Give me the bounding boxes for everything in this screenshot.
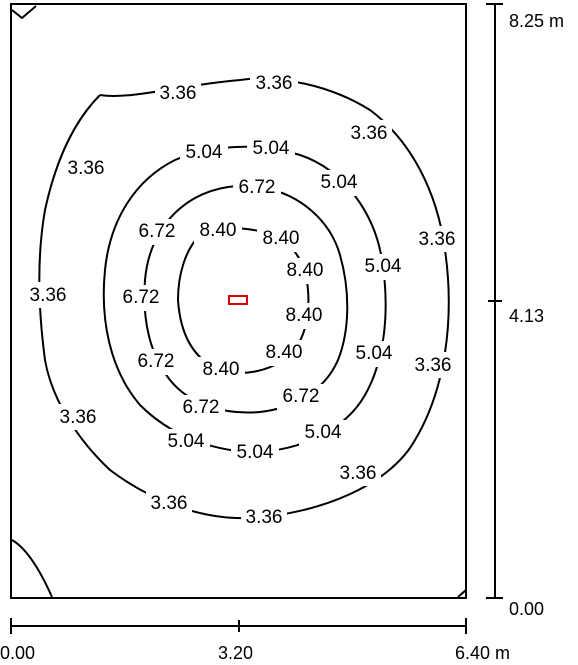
x-tick-label-right: 6.40 m — [455, 643, 510, 663]
contour-label: 3.36 — [60, 407, 97, 428]
labels-6-72: 6.72 6.72 6.72 6.72 6.72 6.72 — [117, 175, 325, 421]
contour-label: 3.36 — [351, 123, 388, 144]
contour-label: 8.40 — [203, 359, 240, 380]
labels-8-40: 8.40 8.40 8.40 8.40 8.40 8.40 — [194, 218, 329, 383]
contour-label: 3.36 — [419, 229, 456, 250]
contour-label: 3.36 — [415, 355, 452, 376]
contour-label: 3.36 — [30, 285, 67, 306]
x-axis: 0.00 3.20 6.40 m — [0, 618, 510, 663]
labels-5-04: 5.04 5.04 5.04 5.04 5.04 5.04 5.04 5.04 — [162, 136, 407, 466]
contour-label: 8.40 — [286, 305, 323, 326]
luminaire-marker — [228, 295, 248, 305]
contour-label: 3.36 — [246, 507, 283, 528]
contour-label: 5.04 — [186, 142, 223, 163]
contour-label: 6.72 — [239, 177, 276, 198]
contour-label: 5.04 — [365, 256, 402, 277]
contour-label: 6.72 — [138, 351, 175, 372]
contour-label: 6.72 — [183, 397, 220, 418]
y-tick-label-bottom: 0.00 — [509, 599, 544, 619]
contour-label: 5.04 — [168, 431, 205, 452]
contour-label: 6.72 — [123, 287, 160, 308]
contour-label: 3.36 — [151, 493, 188, 514]
y-tick-label-mid: 4.13 — [509, 306, 544, 326]
labels-3-36: 3.36 3.36 3.36 3.36 3.36 3.36 3.36 3.36 … — [25, 70, 460, 530]
y-axis: 8.25 m 4.13 0.00 — [486, 3, 564, 619]
room-boundary — [10, 3, 467, 599]
contour-label: 5.04 — [356, 343, 393, 364]
contour-label: 6.72 — [283, 386, 320, 407]
contour-label: 5.04 — [321, 172, 358, 193]
contour-label: 8.40 — [266, 342, 303, 363]
contour-label: 5.04 — [305, 422, 342, 443]
corner-contour-bottom-right — [457, 589, 467, 598]
corner-contour-bottom-left — [11, 539, 53, 598]
corner-contour-top-left — [11, 5, 37, 20]
contour-label: 8.40 — [263, 228, 300, 249]
x-tick-label-left: 0.00 — [0, 643, 35, 663]
contour-label: 6.72 — [139, 221, 176, 242]
contour-label: 3.36 — [160, 83, 197, 104]
contour-label: 8.40 — [287, 260, 324, 281]
y-tick-label-top: 8.25 m — [509, 11, 564, 31]
contour-label: 5.04 — [253, 138, 290, 159]
contour-label: 3.36 — [256, 73, 293, 94]
x-tick-label-mid: 3.20 — [218, 643, 253, 663]
contour-label: 3.36 — [340, 463, 377, 484]
contour-label: 8.40 — [200, 220, 237, 241]
contour-label: 3.36 — [68, 158, 105, 179]
contour-label: 5.04 — [237, 442, 274, 463]
